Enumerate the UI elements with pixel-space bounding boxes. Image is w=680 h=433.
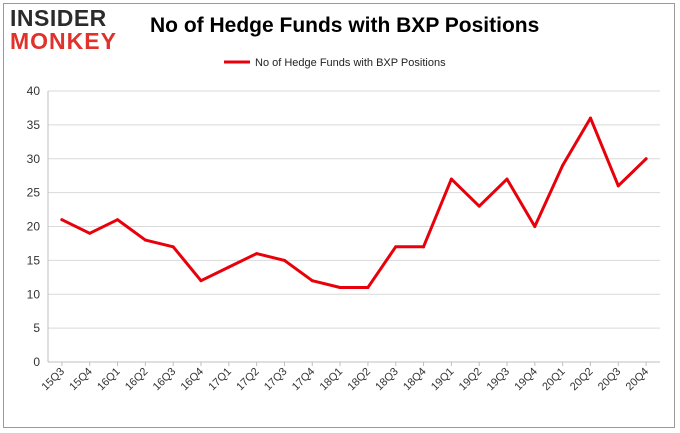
data-point-19Q4 (533, 225, 537, 228)
x-tick-label: 18Q3 (373, 366, 401, 394)
x-tick-labels: 15Q3 15Q4 16Q1 16Q2 16Q3 16Q4 17Q1 17Q2 17Q3 17Q4… (40, 366, 652, 394)
y-tick-label: 15 (27, 253, 41, 267)
x-tick-label: 17Q4 (290, 366, 318, 394)
x-tick-label: 18Q4 (401, 366, 429, 394)
chart-frame (3, 3, 675, 428)
data-point-17Q4 (310, 279, 314, 283)
x-tick-label: 16Q4 (179, 366, 207, 394)
data-point-19Q2 (477, 204, 481, 208)
y-tick-label: 35 (27, 118, 41, 132)
series-line (60, 116, 648, 289)
data-point-20Q3 (616, 184, 620, 188)
data-point-18Q3 (394, 245, 398, 249)
x-tick-label: 15Q4 (67, 366, 95, 394)
x-tick-label: 20Q3 (596, 366, 624, 394)
y-tick-label: 40 (27, 84, 41, 98)
data-point-17Q2 (255, 252, 259, 256)
axes (47, 91, 660, 366)
data-point-15Q4 (88, 231, 92, 235)
y-tick-labels: 0 5 10 15 20 25 30 35 40 (27, 84, 41, 369)
x-tick-label: 17Q2 (234, 366, 262, 394)
data-point-17Q3 (282, 258, 286, 262)
data-point-16Q4 (199, 279, 203, 283)
data-point-20Q4 (644, 157, 648, 161)
chart-title: No of Hedge Funds with BXP Positions (150, 14, 540, 37)
y-tick-label: 5 (33, 321, 40, 335)
data-point-16Q3 (171, 245, 175, 249)
x-tick-label: 19Q3 (485, 366, 513, 394)
x-tick-label: 19Q1 (429, 366, 457, 394)
x-tick-label: 15Q3 (40, 366, 68, 394)
data-point-16Q1 (116, 218, 120, 222)
data-point-19Q1 (449, 177, 453, 181)
insider-monkey-logo: INSIDER MONKEY (10, 6, 128, 54)
legend-label: No of Hedge Funds with BXP Positions (255, 57, 446, 69)
y-tick-label: 20 (27, 220, 41, 234)
x-tick-label: 17Q1 (206, 366, 234, 394)
x-tick-label: 19Q2 (457, 366, 485, 394)
y-tick-label: 30 (27, 152, 41, 166)
x-tick-label: 16Q2 (123, 366, 151, 394)
data-point-18Q4 (422, 245, 426, 249)
x-tick-label: 18Q1 (318, 366, 346, 394)
x-tick-label: 20Q2 (568, 366, 596, 394)
x-tick-label: 16Q1 (95, 366, 123, 394)
data-point-19Q3 (505, 177, 509, 181)
legend: No of Hedge Funds with BXP Positions (224, 57, 446, 69)
y-tick-label: 25 (27, 186, 41, 200)
data-point-20Q1 (561, 164, 565, 168)
x-tick-label: 17Q3 (262, 366, 290, 394)
series-layer (60, 116, 648, 289)
data-point-15Q3 (60, 218, 64, 222)
y-tick-label: 10 (27, 287, 41, 301)
x-tick-label: 16Q3 (151, 366, 179, 394)
gridlines (48, 90, 660, 363)
data-point-18Q2 (366, 285, 370, 289)
x-tick-label: 20Q1 (540, 366, 568, 394)
data-point-17Q1 (227, 265, 231, 269)
logo-line-1: INSIDER (10, 5, 107, 31)
x-tick-label: 20Q4 (624, 366, 652, 394)
x-tick-label: 18Q2 (346, 366, 374, 394)
data-point-18Q1 (338, 285, 342, 289)
x-tick-label: 19Q4 (512, 366, 540, 394)
data-point-20Q2 (588, 116, 592, 120)
y-tick-label: 0 (33, 355, 40, 369)
logo-line-2: MONKEY (10, 28, 117, 54)
data-point-16Q2 (143, 238, 147, 242)
